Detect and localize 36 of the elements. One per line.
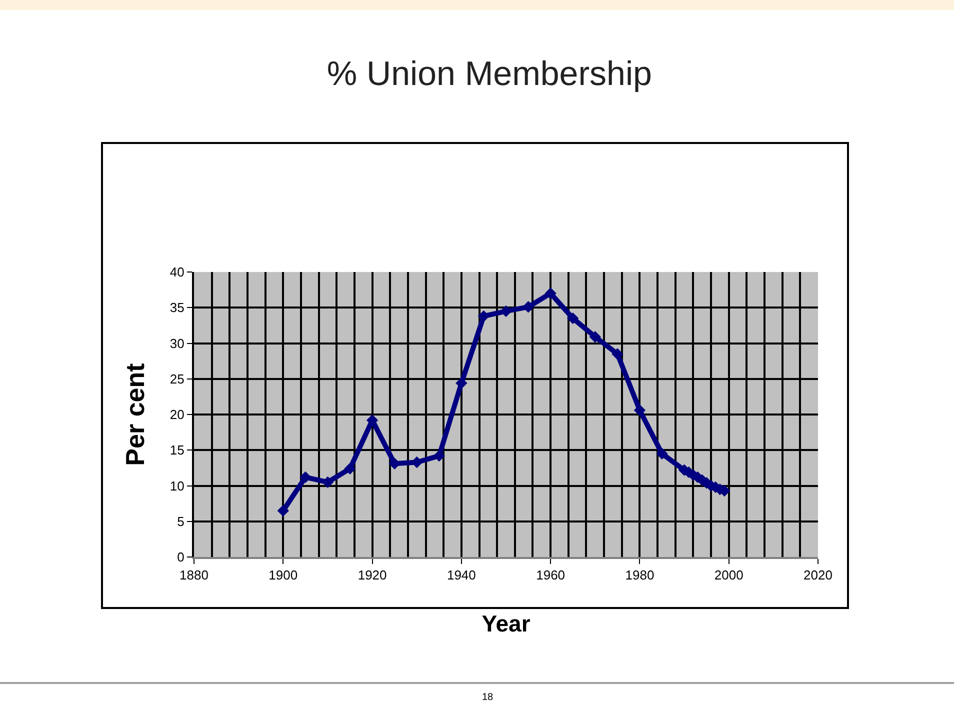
y-tick-label: 10: [170, 478, 184, 494]
y-tick-label: 0: [177, 550, 184, 565]
point: [433, 450, 445, 462]
x-tick-label: 1900: [268, 568, 298, 583]
point: [544, 288, 556, 300]
y-tick-label: 20: [170, 407, 184, 422]
text: 18: [482, 692, 494, 703]
point: [300, 471, 312, 484]
y-tick-label: 15: [170, 442, 184, 458]
x-tick-label: 1880: [180, 568, 208, 583]
x-tick-label: 1920: [358, 568, 387, 583]
point: [634, 404, 646, 416]
point: [522, 301, 534, 313]
x-tick-label: 1980: [625, 568, 654, 583]
y-tick-label: 40: [170, 264, 184, 280]
y-tick-label: 30: [170, 336, 184, 351]
point: [344, 462, 356, 474]
y-axis-title: Per cent: [120, 362, 150, 466]
y-tick-label: 35: [170, 300, 184, 316]
point: [277, 504, 289, 517]
point: [322, 476, 334, 488]
point: [500, 305, 512, 318]
y-tick-label: 5: [177, 514, 184, 529]
chart-title: % Union Membership: [326, 54, 652, 93]
x-axis-title: Year: [482, 610, 530, 637]
y-tick-label: 25: [170, 371, 184, 386]
x-tick-label: 2020: [804, 568, 832, 583]
point: [656, 448, 668, 460]
point: [589, 330, 601, 343]
point: [567, 312, 579, 324]
point: [612, 348, 624, 360]
x-tick-label: 1960: [536, 568, 566, 583]
x-tick-label: 2000: [714, 568, 744, 583]
point: [478, 310, 490, 322]
x-tick-label: 1940: [446, 568, 476, 583]
point: [456, 377, 468, 389]
